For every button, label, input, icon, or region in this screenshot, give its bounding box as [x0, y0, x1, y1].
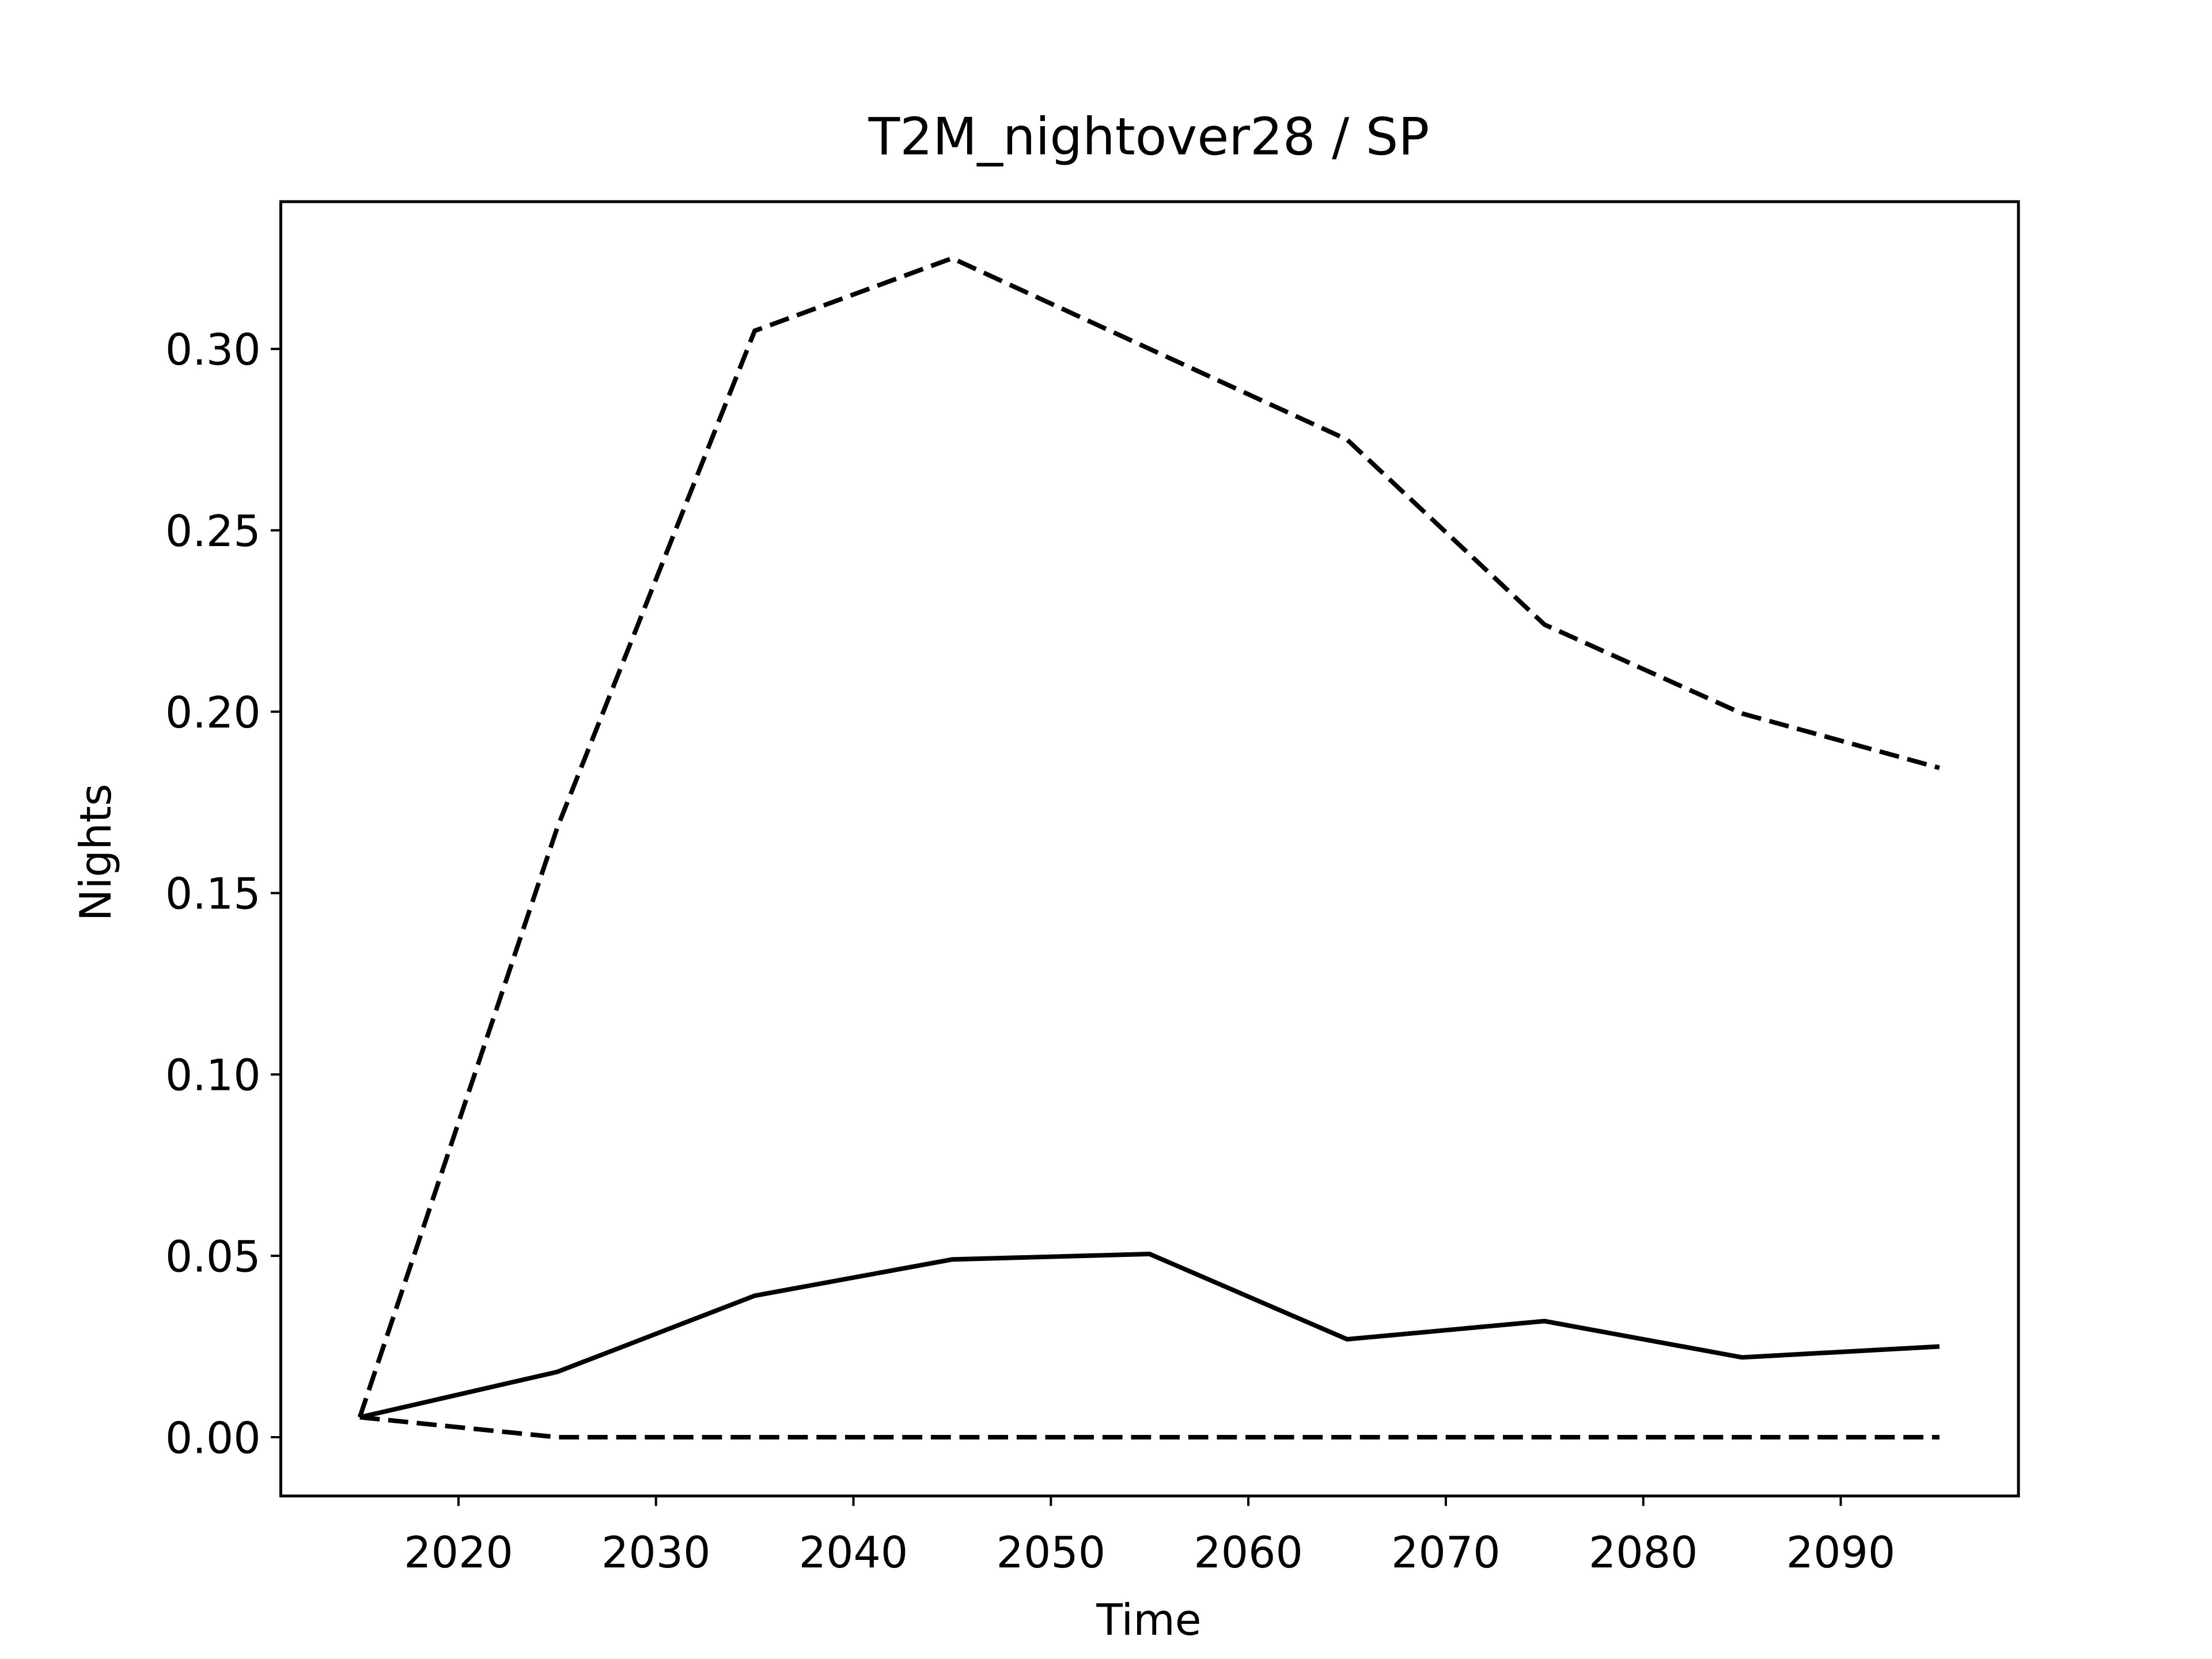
x-tick-label: 2070 — [1391, 1528, 1501, 1578]
x-tick-label: 2090 — [1786, 1528, 1896, 1578]
x-tick-label: 2030 — [601, 1528, 711, 1578]
y-tick-label: 0.10 — [165, 1051, 261, 1101]
y-tick-label: 0.05 — [165, 1232, 261, 1282]
y-tick-label: 0.00 — [165, 1413, 261, 1463]
chart-title: T2M_nightover28 / SP — [868, 107, 1430, 167]
x-tick-label: 2020 — [404, 1528, 513, 1578]
x-axis-label: Time — [1096, 1595, 1201, 1645]
line-series — [359, 1415, 1940, 1440]
y-axis-label: Nights — [71, 783, 121, 921]
x-tick-label: 2050 — [997, 1528, 1106, 1578]
x-tick-label: 2080 — [1589, 1528, 1698, 1578]
x-tick-label: 2040 — [799, 1528, 908, 1578]
y-tick-label: 0.20 — [165, 688, 261, 738]
y-tick-label: 0.15 — [165, 869, 261, 919]
x-tick-label: 2060 — [1194, 1528, 1303, 1578]
plot-frame — [279, 200, 2020, 1498]
line-series — [359, 1251, 1940, 1420]
y-tick-label: 0.30 — [165, 325, 261, 375]
y-tick-label: 0.25 — [165, 506, 261, 556]
line-series — [357, 256, 1940, 1418]
